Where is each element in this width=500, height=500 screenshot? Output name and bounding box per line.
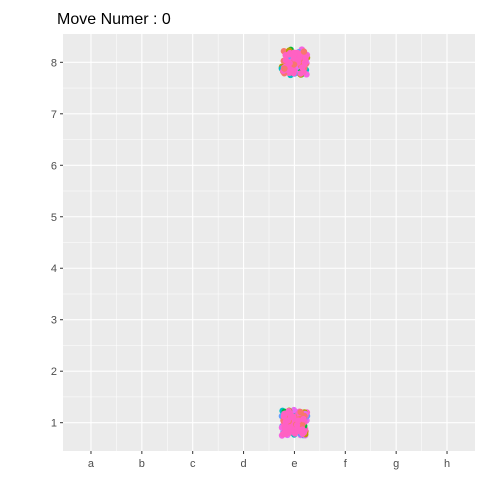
x-tick-label: h bbox=[444, 458, 450, 470]
data-point bbox=[299, 421, 306, 429]
axes: a b c d e f g h 1 2 3 4 5 6 7 8 bbox=[51, 57, 450, 470]
y-tick-label: 4 bbox=[51, 263, 57, 275]
data-point bbox=[287, 413, 294, 421]
x-tick-label: g bbox=[393, 458, 399, 470]
points-layer bbox=[278, 46, 311, 439]
y-tick-label: 1 bbox=[51, 418, 57, 430]
data-point bbox=[294, 417, 302, 424]
chart-title: Move Numer : 0 bbox=[57, 11, 171, 28]
x-tick-label: d bbox=[241, 458, 247, 470]
data-point bbox=[301, 59, 309, 66]
y-tick-label: 8 bbox=[51, 57, 57, 69]
data-point bbox=[299, 430, 306, 438]
grid-lines bbox=[63, 34, 475, 451]
data-point bbox=[285, 407, 292, 415]
data-point bbox=[297, 408, 304, 416]
x-tick-label: b bbox=[139, 458, 145, 470]
x-tick-label: c bbox=[190, 458, 196, 470]
data-point bbox=[300, 415, 307, 423]
y-tick-label: 3 bbox=[51, 315, 57, 327]
data-point bbox=[290, 67, 298, 74]
x-tick-label: e bbox=[291, 458, 297, 470]
x-tick-label: f bbox=[344, 458, 348, 470]
data-point bbox=[289, 51, 297, 59]
data-point bbox=[281, 65, 288, 72]
data-point bbox=[300, 48, 308, 55]
y-tick-label: 5 bbox=[51, 212, 57, 224]
y-tick-label: 7 bbox=[51, 109, 57, 121]
y-tick-label: 6 bbox=[51, 160, 57, 172]
data-point bbox=[281, 424, 288, 432]
data-point bbox=[286, 59, 293, 67]
data-point bbox=[282, 418, 289, 426]
y-tick-label: 2 bbox=[51, 366, 57, 378]
x-tick-label: a bbox=[88, 458, 95, 470]
data-point bbox=[299, 64, 306, 71]
